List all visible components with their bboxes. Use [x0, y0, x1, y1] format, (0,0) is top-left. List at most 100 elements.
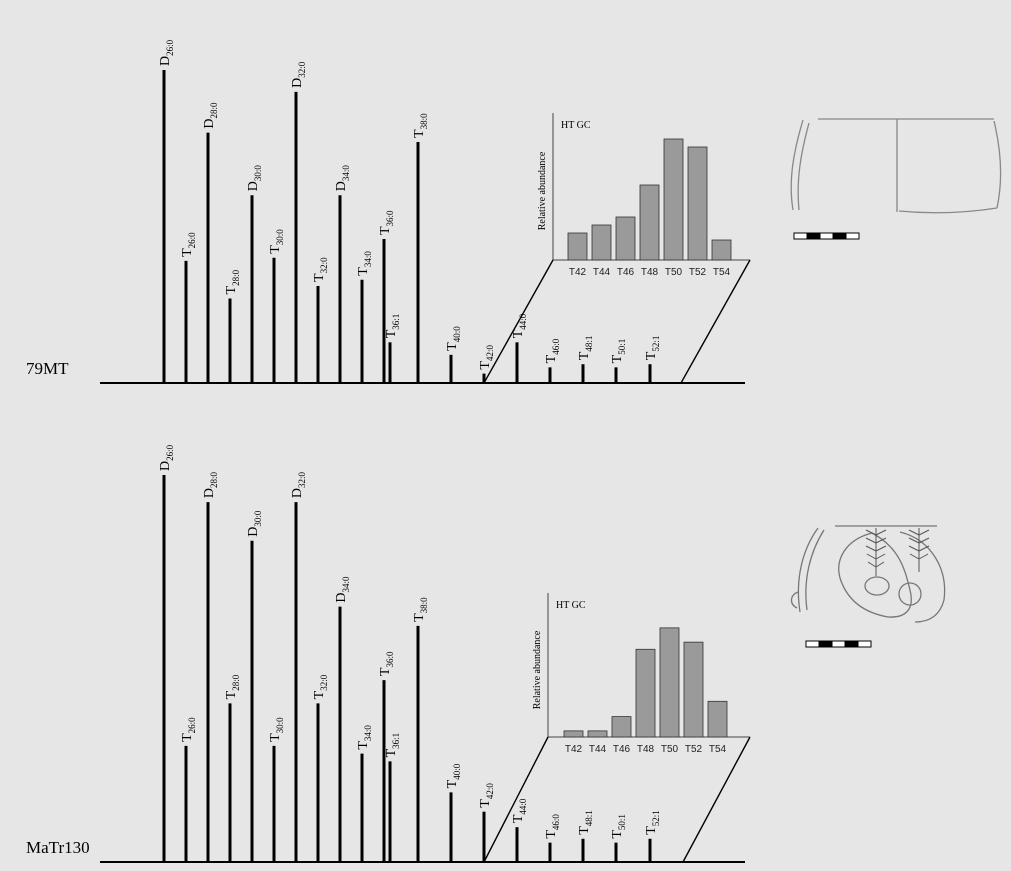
peak-label: T30:0 — [268, 717, 285, 742]
peak-label-letter: T — [544, 830, 559, 839]
peak-label-subscript: 44:0 — [518, 798, 528, 815]
peak-label: T46:0 — [544, 338, 561, 363]
peak-label-letter: T — [445, 342, 460, 351]
peak-label-letter: D — [290, 488, 305, 498]
peak-label-letter: T — [312, 273, 327, 282]
inset-bars: T42 T44 T46 T48 T50 T52 T54 — [563, 627, 728, 755]
peak-label: T32:0 — [312, 674, 329, 699]
peak-label: T36:0 — [378, 651, 395, 676]
circle-motif — [898, 582, 922, 606]
peak-bars: D26:0T26:0D28:0T28:0D30:0T30:0D32:0T32:0… — [158, 39, 661, 383]
sample-label: 79MT — [26, 359, 69, 378]
peak-label-subscript: 52:1 — [651, 336, 661, 352]
inset-bar-T52 — [683, 641, 704, 738]
vessel-inner-left — [805, 529, 825, 611]
pottery-drawing-79mt — [790, 118, 1002, 214]
peak-label-letter: T — [378, 226, 393, 235]
vessel-outer-left — [797, 527, 819, 613]
peak-label: T36:1 — [384, 733, 401, 758]
inset-bar-T42 — [563, 730, 584, 738]
peak-label-subscript: 42:0 — [485, 345, 495, 362]
inset-tick-label: T54 — [709, 744, 727, 755]
peak-label-subscript: 36:1 — [391, 314, 401, 330]
peak-label: T48:1 — [577, 810, 594, 835]
scale-bar — [805, 640, 872, 648]
peak-label: T48:1 — [577, 336, 594, 361]
inset-title: HT GC — [556, 600, 586, 611]
peak-label: T30:0 — [268, 229, 285, 254]
peak-label-subscript: 48:1 — [584, 810, 594, 826]
peak-label-subscript: 44:0 — [518, 313, 528, 330]
inset-bar-T46 — [615, 216, 636, 261]
peak-label-letter: T — [268, 733, 283, 742]
peak-label: T52:1 — [644, 810, 661, 835]
peak-label-subscript: 32:0 — [297, 61, 307, 78]
peak-label: D28:0 — [202, 102, 219, 129]
vessel-right-contour — [899, 531, 946, 623]
vessel-lug — [790, 591, 799, 609]
peak-label: D34:0 — [334, 576, 351, 603]
peak-label-letter: T — [644, 351, 659, 360]
peak-label-letter: D — [334, 181, 349, 191]
peak-label-letter: D — [158, 461, 173, 471]
inset-chart: HT GC Relative abundance T42 T44 T46 T48 T50… — [483, 593, 751, 863]
peak-label: T28:0 — [224, 674, 241, 699]
inset-tick-label: T44 — [589, 744, 607, 755]
peak-label-subscript: 28:0 — [231, 674, 241, 691]
peak-label-subscript: 40:0 — [452, 763, 462, 780]
peak-label-subscript: 26:0 — [165, 39, 175, 56]
inset-bar-T44 — [591, 224, 612, 261]
inset-tick-label: T52 — [685, 744, 703, 755]
peak-label: T28:0 — [224, 269, 241, 294]
peak-label-letter: T — [224, 285, 239, 294]
peak-label-subscript: 36:0 — [385, 210, 395, 227]
peak-label: D32:0 — [290, 471, 307, 498]
peak-label: T26:0 — [180, 717, 197, 742]
peak-label-subscript: 46:0 — [551, 338, 561, 355]
peak-label-subscript: 30:0 — [275, 229, 285, 246]
peak-label-subscript: 34:0 — [363, 725, 373, 742]
peak-label: T44:0 — [511, 313, 528, 338]
peak-label-letter: D — [158, 56, 173, 66]
perspective-line-left — [483, 259, 554, 384]
inset-tick-label: T44 — [593, 267, 611, 278]
peak-label-letter: T — [412, 613, 427, 622]
peak-label-subscript: 32:0 — [297, 471, 307, 488]
perspective-line-right — [682, 736, 751, 863]
inset-bar-T44 — [587, 730, 608, 738]
inset-tick-label: T50 — [665, 267, 683, 278]
inset-tick-label: T52 — [689, 267, 707, 278]
peak-label-subscript: 30:0 — [253, 165, 263, 182]
peak-label-subscript: 46:0 — [551, 814, 561, 831]
inset-bars: T42 T44 T46 T48 T50 T52 T54 — [567, 138, 732, 278]
peak-label-subscript: 38:0 — [419, 597, 429, 614]
inset-tick-label: T42 — [569, 267, 587, 278]
peak-label: T50:1 — [610, 814, 627, 839]
decorated-panel — [838, 532, 912, 618]
fern-motif — [865, 528, 930, 576]
pottery-drawing-matr130 — [790, 525, 946, 623]
peak-label: T44:0 — [511, 798, 528, 823]
peak-label-letter: D — [334, 592, 349, 602]
peak-label: T32:0 — [312, 257, 329, 282]
peak-label-subscript: 42:0 — [485, 783, 495, 800]
vessel-outer-right — [993, 120, 1002, 209]
peak-label: D28:0 — [202, 471, 219, 498]
peak-label: D34:0 — [334, 165, 351, 192]
peak-label-subscript: 26:0 — [187, 717, 197, 734]
peak-label-subscript: 32:0 — [319, 674, 329, 691]
peak-label: T50:1 — [610, 339, 627, 364]
peak-label-letter: T — [610, 830, 625, 839]
peak-label-letter: T — [610, 354, 625, 363]
peak-label: T34:0 — [356, 251, 373, 276]
peak-label-subscript: 52:1 — [651, 810, 661, 826]
inset-bar-T48 — [639, 184, 660, 261]
inset-y-label: Relative abundance — [532, 630, 543, 709]
inset-bar-T48 — [635, 648, 656, 738]
inset-bar-T50 — [663, 138, 684, 261]
peak-label-subscript: 28:0 — [209, 471, 219, 488]
panel-matr130: MaTr130 D26:0T26:0D28:0T28:0D30:0T30:0D3… — [26, 444, 946, 863]
peak-label-letter: T — [356, 267, 371, 276]
peak-label-letter: T — [180, 733, 195, 742]
